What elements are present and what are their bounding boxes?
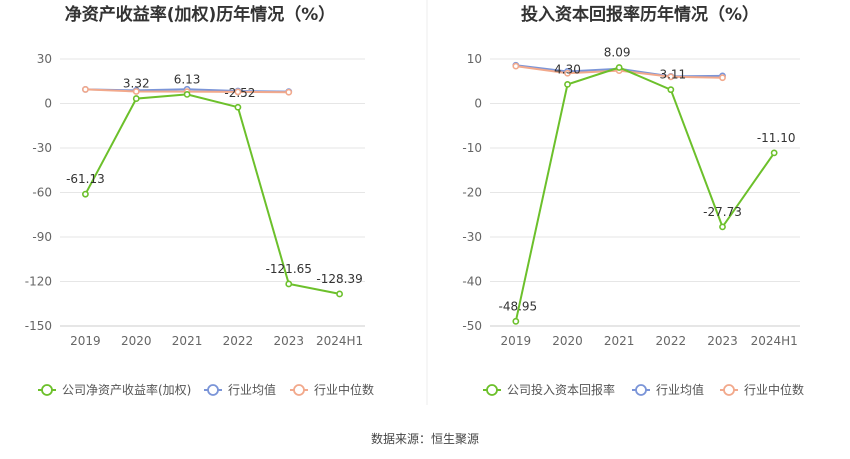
source-text: 数据来源：恒生聚源 — [371, 431, 479, 446]
y-tick-label: -120 — [25, 275, 52, 289]
series-line — [84, 93, 340, 295]
y-tick-label: 0 — [474, 97, 482, 111]
series-line — [514, 66, 776, 322]
x-tick-label: 2022 — [223, 334, 254, 348]
x-tick-label: 2023 — [707, 334, 738, 348]
y-tick-label: -50 — [462, 319, 482, 333]
legend-label: 行业中位数 — [744, 382, 804, 397]
chart-title: 净资产收益率(加权)历年情况（%） — [65, 4, 336, 25]
y-tick-label: 30 — [37, 52, 52, 66]
y-tick-label: -20 — [462, 186, 482, 200]
data-point — [285, 280, 293, 288]
data-label: 3.11 — [659, 68, 686, 82]
data-point — [719, 223, 726, 231]
x-tick-label: 2023 — [273, 334, 304, 348]
data-point — [132, 88, 140, 95]
legend-label: 公司净资产收益率(加权) — [62, 382, 191, 397]
y-tick-label: -150 — [25, 319, 52, 333]
data-point — [667, 86, 675, 94]
data-point — [183, 91, 191, 98]
x-tick-label: 2024H1 — [751, 334, 798, 348]
data-label: 4.30 — [554, 62, 581, 76]
legend-label: 行业均值 — [656, 382, 704, 397]
data-point — [234, 88, 242, 96]
roic-chart: 投入资本回报率历年情况（%） 10 0 -10 -20 -30 -40 -50 2019 202… — [462, 4, 804, 397]
roe-chart: 净资产收益率(加权)历年情况（%） 30 0 -30 -60 -90 -120 -150 20… — [25, 4, 374, 397]
data-point — [564, 69, 571, 77]
data-point — [770, 149, 778, 157]
y-tick-label: -40 — [462, 275, 482, 289]
y-tick-label: -60 — [32, 186, 52, 200]
data-point — [512, 62, 520, 70]
legend-swatch-marker — [293, 384, 305, 396]
data-point — [82, 86, 89, 93]
legend-label: 行业均值 — [228, 382, 276, 397]
y-tick-label: -10 — [462, 141, 482, 155]
x-tick-label: 2020 — [552, 334, 583, 348]
data-point — [285, 88, 293, 96]
x-tick-label: 2020 — [121, 334, 152, 348]
data-label: -128.39 — [316, 272, 362, 286]
legend-swatch-marker — [486, 384, 498, 396]
legend-swatch-marker — [207, 384, 219, 396]
data-label: -121.65 — [266, 262, 312, 276]
chart-title: 投入资本回报率历年情况（%） — [521, 4, 759, 25]
data-label: -11.10 — [757, 131, 796, 145]
data-point — [336, 290, 343, 298]
x-tick-label: 2019 — [70, 334, 101, 348]
legend-swatch-marker — [635, 384, 647, 396]
data-point — [82, 190, 89, 198]
y-tick-label: -30 — [462, 230, 482, 244]
data-label: -27.73 — [703, 205, 742, 219]
data-point — [512, 317, 520, 325]
x-tick-label: 2019 — [501, 334, 532, 348]
data-point — [234, 103, 242, 111]
legend-swatch-marker — [41, 384, 53, 396]
data-point — [132, 95, 140, 102]
legend-label: 公司投入资本回报率 — [507, 382, 615, 397]
x-tick-label: 2021 — [172, 334, 203, 348]
y-tick-label: 10 — [467, 52, 482, 66]
data-point — [564, 80, 571, 88]
legend-label: 行业中位数 — [314, 382, 374, 397]
data-label: -2.52 — [224, 86, 255, 100]
y-tick-label: -90 — [32, 230, 52, 244]
x-tick-label: 2024H1 — [316, 334, 363, 348]
data-point — [615, 64, 623, 71]
data-label: 6.13 — [174, 72, 201, 86]
data-label: 8.09 — [604, 45, 631, 59]
data-label: -48.95 — [498, 299, 537, 313]
data-label: 3.32 — [123, 77, 150, 91]
x-tick-label: 2021 — [604, 334, 635, 348]
data-point — [667, 73, 675, 81]
x-tick-label: 2022 — [656, 334, 687, 348]
data-label: -61.13 — [66, 172, 105, 186]
legend-swatch-marker — [723, 384, 735, 396]
y-tick-label: 0 — [44, 97, 52, 111]
data-point — [719, 74, 726, 82]
y-tick-label: -30 — [32, 141, 52, 155]
